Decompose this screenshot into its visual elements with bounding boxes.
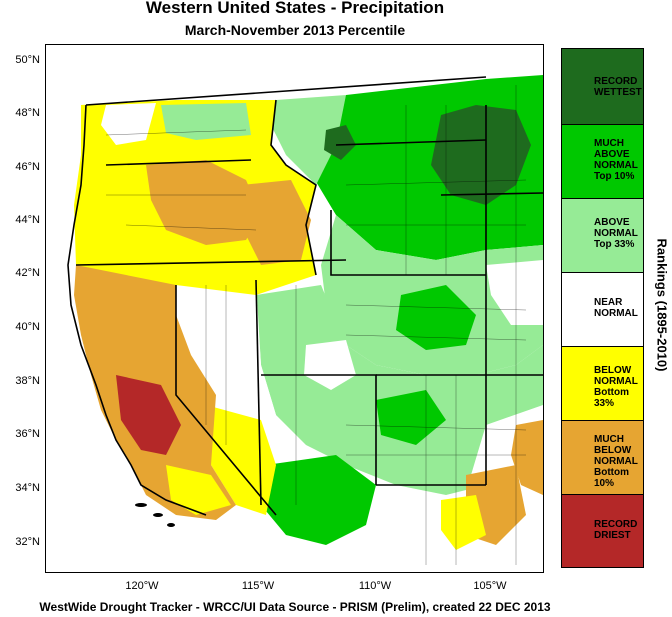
lat-label-44: 44°N [15,214,40,226]
county-lines [105,85,527,565]
legend: RECORD WETTEST MUCH ABOVE NORMAL Top 10%… [561,48,644,568]
region-record-wettest-2 [324,125,356,160]
region-much-above-co [396,285,476,350]
legend-label-record-wettest: RECORD WETTEST [594,76,642,98]
legend-swatch-record-driest [562,495,643,567]
region-above-wa [161,103,251,140]
lat-label-42: 42°N [15,267,40,279]
footer-credit: WestWide Drought Tracker - WRCC/UI Data … [39,600,551,614]
legend-label-much-above: MUCH ABOVE NORMAL Top 10% [594,138,638,182]
region-above-southwest [256,285,543,495]
region-much-below-tx [511,420,543,495]
legend-label-below: BELOW NORMAL Bottom 33% [594,365,638,409]
precipitation-map [45,44,544,573]
region-below-s-nevada [206,405,276,515]
region-much-below-idaho [241,180,311,265]
legend-label-record-driest: RECORD DRIEST [594,519,638,541]
map-title: Western United States - Precipitation [145,0,445,17]
legend-label-near: NEAR NORMAL [594,297,638,319]
lat-label-36: 36°N [15,428,40,440]
region-near-utah [304,340,356,390]
map-svg [46,45,543,572]
lon-label-120: 120°W [125,580,159,592]
channel-islands [135,503,175,527]
region-much-below-oregon [146,160,261,245]
legend-swatch-above [562,199,643,273]
region-much-above-az [261,455,376,545]
legend-swatch-much-below [562,421,643,495]
lat-label-46: 46°N [15,161,40,173]
region-much-above-nm [376,390,446,445]
rankings-axis-label: Rankings (1895-2010) [654,238,670,372]
lon-label-110: 110°W [358,580,392,592]
legend-swatch-near [562,273,643,347]
region-below-nm [441,495,486,550]
coastline [67,104,207,516]
lat-label-34: 34°N [15,482,40,494]
map-subtitle: March-November 2013 Percentile [184,22,406,38]
lon-label-115: 115°W [241,580,275,592]
lat-label-50: 50°N [15,54,40,66]
legend-label-much-below: MUCH BELOW NORMAL Bottom 10% [594,434,638,489]
region-above-idaho-mt [271,95,346,185]
lat-label-32: 32°N [15,536,40,548]
region-near-plains [486,260,543,325]
lat-label-48: 48°N [15,107,40,119]
legend-swatch-much-above [562,125,643,199]
lat-label-40: 40°N [15,321,40,333]
legend-label-above: ABOVE NORMAL Top 33% [594,217,638,250]
state-borders [75,76,543,516]
lat-label-38: 38°N [15,375,40,387]
region-record-driest-california [116,375,181,455]
legend-swatch-record-wettest [562,49,643,125]
region-record-wettest [431,105,531,205]
region-below-socal [166,465,231,515]
lon-label-105: 105°W [473,580,507,592]
legend-swatch-below [562,347,643,421]
